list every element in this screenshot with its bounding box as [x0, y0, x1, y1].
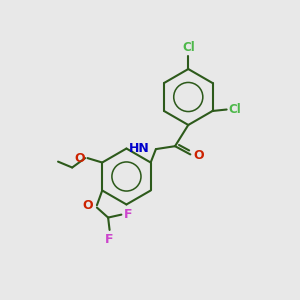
Text: Cl: Cl	[229, 103, 242, 116]
Text: F: F	[105, 233, 114, 247]
Text: O: O	[83, 199, 93, 212]
Text: Cl: Cl	[182, 41, 195, 54]
Text: HN: HN	[129, 142, 149, 155]
Text: O: O	[194, 149, 205, 162]
Text: F: F	[124, 208, 133, 221]
Text: O: O	[74, 152, 85, 165]
